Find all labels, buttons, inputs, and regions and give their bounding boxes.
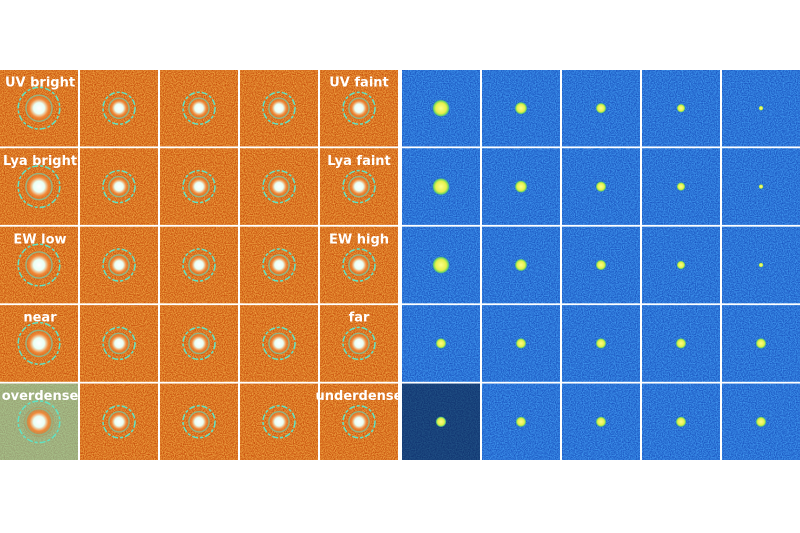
tile-grid [0,70,800,460]
row-label: underdense [316,389,403,404]
source [515,337,527,349]
source [432,99,450,118]
contour [17,86,61,130]
contour [342,405,376,439]
row-label: far [349,311,370,326]
source [432,256,450,274]
contour [342,91,376,125]
source [187,253,211,277]
source [23,171,55,203]
source [595,416,607,428]
source [347,174,371,199]
contour [102,91,136,125]
row-label: EW high [329,232,389,247]
row-label: UV faint [329,76,389,91]
contour [262,91,296,125]
contour [342,169,376,204]
contour [17,243,61,287]
source [758,184,764,190]
source [107,331,131,356]
source [107,409,131,434]
source [676,260,686,270]
source [107,253,131,277]
source [267,331,291,356]
row-label: overdense [2,389,79,404]
source [755,337,767,349]
source [347,253,371,277]
source [514,101,528,115]
source [676,182,686,192]
source [23,406,55,438]
contour [17,321,61,365]
contour [262,169,296,204]
source [187,174,211,199]
source [758,262,764,268]
row-label: near [23,311,57,326]
source [347,331,371,356]
source [676,103,686,113]
source [23,327,55,359]
contour [262,405,296,439]
source [187,331,211,356]
contour [182,169,216,204]
contour [102,326,136,361]
row-label: Lya bright [3,154,77,169]
source [267,174,291,199]
source [267,409,291,434]
source [514,180,528,194]
contour [102,405,136,439]
source [515,416,527,428]
source [187,96,211,121]
labels: UV bright UV faint Lya bright Lya faint EW l… [2,76,403,405]
source [595,259,607,271]
source [675,337,687,349]
row-label: UV bright [5,76,75,91]
contour [17,400,61,444]
contour [102,248,136,282]
source [755,416,767,428]
source [595,102,607,114]
source [347,96,371,121]
source [595,181,607,193]
source [758,105,764,111]
source [514,258,528,272]
contour [342,248,376,282]
source [675,416,687,428]
source [432,177,450,196]
source [435,416,447,428]
source [267,253,291,277]
contour [262,248,296,282]
contour [182,248,216,282]
contour [182,405,216,439]
row-label: Lya faint [327,154,391,169]
source [347,409,371,434]
source [107,174,131,199]
contour [262,326,296,361]
source [23,249,55,281]
source [23,92,55,124]
source [595,337,607,349]
contour [182,326,216,361]
source [107,96,131,121]
source [267,96,291,121]
contour [17,165,61,209]
source [187,409,211,434]
contour [102,169,136,204]
contour [342,326,376,361]
contour [182,91,216,125]
source [435,337,447,349]
row-label: EW low [13,232,66,247]
